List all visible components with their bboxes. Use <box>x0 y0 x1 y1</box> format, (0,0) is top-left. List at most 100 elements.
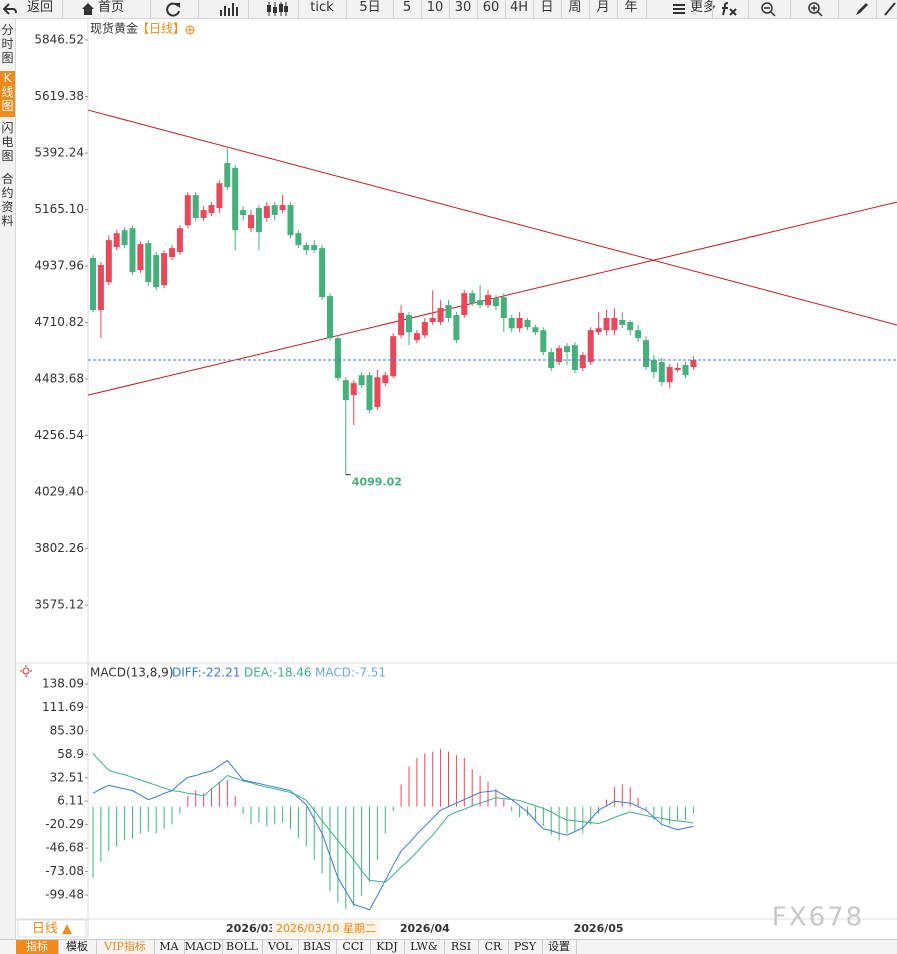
trend-line <box>87 109 897 326</box>
indicator-tab[interactable]: 模板 <box>58 940 97 954</box>
legend-entry: DEA:-18.46 <box>244 666 312 680</box>
period-button[interactable]: 月 <box>596 0 610 15</box>
indicator-tab[interactable]: VOL <box>262 940 299 954</box>
side-tab[interactable]: 闪电图 <box>1 121 14 163</box>
period-button[interactable]: tick <box>310 0 334 15</box>
separator <box>533 0 534 18</box>
candle-body <box>461 293 468 316</box>
candle-body <box>311 245 318 251</box>
separator <box>248 0 249 18</box>
indicator-tab[interactable]: RSI <box>444 940 479 954</box>
menu-icon[interactable] <box>672 2 686 16</box>
settings-icon[interactable] <box>20 665 32 677</box>
candle-icon[interactable] <box>266 1 288 17</box>
side-tab[interactable]: 合约资料 <box>1 172 14 228</box>
candle-body <box>690 360 697 368</box>
period-button[interactable]: 60 <box>482 0 500 15</box>
candle-body <box>500 297 507 318</box>
separator <box>589 0 590 18</box>
macd-line <box>92 759 694 911</box>
y-tick-label: 6.11 <box>57 794 84 808</box>
indicator-tab[interactable]: CCI <box>336 940 371 954</box>
side-tabs: 分时图 K线图闪电图合约资料 <box>0 19 16 939</box>
formula-icon[interactable] <box>720 1 740 17</box>
candle-body <box>216 183 223 209</box>
candle-body <box>524 319 531 328</box>
indicator-tab[interactable]: KDJ <box>370 940 405 954</box>
separator <box>393 0 394 18</box>
period-button[interactable]: 年 <box>624 0 638 15</box>
separator <box>561 0 562 18</box>
candle-body <box>643 340 649 368</box>
draw-icon[interactable] <box>854 1 870 17</box>
candle-body <box>105 240 112 283</box>
period-button[interactable]: 5日 <box>359 0 381 15</box>
separator <box>505 0 506 18</box>
separator <box>790 0 791 18</box>
more-button[interactable]: 更多 <box>689 0 717 15</box>
legend-entry: DIFF:-22.21 <box>172 666 240 680</box>
candle-body <box>390 336 397 377</box>
side-tab[interactable]: 分时图 <box>1 23 14 65</box>
indicator-tab[interactable]: 指标 <box>16 940 59 954</box>
y-tick-label: 5846.52 <box>34 33 84 47</box>
candle-body <box>208 205 215 214</box>
candle-body <box>200 210 207 219</box>
candle-body <box>161 253 168 286</box>
period-button[interactable]: 30 <box>454 0 472 15</box>
eraser-icon[interactable] <box>883 1 897 17</box>
period-button[interactable]: 5 <box>402 0 412 15</box>
candle-body <box>271 205 278 216</box>
candle-body <box>437 308 444 322</box>
candle-body <box>429 317 436 322</box>
indicator-tab[interactable]: BIAS <box>298 940 337 954</box>
candle-body <box>176 228 183 253</box>
indicator-tab[interactable]: VIP指标 <box>96 940 155 954</box>
indicator-tab[interactable]: 设置 <box>542 940 577 954</box>
zoom-out-icon[interactable] <box>760 1 776 17</box>
zoom-in-icon[interactable] <box>807 1 823 17</box>
refresh-icon[interactable] <box>164 1 182 17</box>
toolbar: 返回 首页 更多 tick 5日 5 10 30 60 4H 日周月年 <box>0 0 897 19</box>
y-tick-label: 5619.38 <box>34 89 84 103</box>
period-button[interactable]: 周 <box>568 0 582 15</box>
period-selector-label[interactable]: 日线 ▲ <box>32 922 72 937</box>
x-tick-label: 2026/04 <box>400 922 450 935</box>
back-button[interactable]: 返回 <box>26 0 54 15</box>
indicator-tab[interactable]: PSY <box>508 940 543 954</box>
indicator-tab[interactable]: MACD <box>184 940 223 954</box>
separator <box>198 0 199 18</box>
candle-body <box>492 298 499 307</box>
period-button[interactable]: 10 <box>426 0 444 15</box>
indicator-tab[interactable]: LW& <box>404 940 445 954</box>
home-button[interactable]: 首页 <box>97 0 125 15</box>
side-tab[interactable]: K线图 <box>0 71 15 117</box>
home-icon[interactable] <box>81 2 95 16</box>
candle-body <box>413 333 420 341</box>
candle-body <box>232 168 239 231</box>
y-tick-label: 111.69 <box>42 700 84 714</box>
separator <box>838 0 839 18</box>
candle-body <box>666 367 673 383</box>
y-tick-label: 4710.82 <box>34 315 84 329</box>
candle-body <box>587 330 594 363</box>
candle-body <box>445 305 452 318</box>
bar-chart-icon[interactable] <box>219 1 239 17</box>
indicator-tab[interactable]: MA <box>154 940 185 954</box>
separator <box>748 0 749 18</box>
candle-body <box>540 330 547 353</box>
add-icon[interactable] <box>185 25 195 35</box>
period-button[interactable]: 日 <box>540 0 554 15</box>
candle-body <box>184 195 191 226</box>
back-icon[interactable] <box>3 2 17 16</box>
indicator-tab[interactable]: CR <box>478 940 509 954</box>
indicator-tab[interactable]: BOLL <box>222 940 263 954</box>
period-selector[interactable] <box>17 919 87 938</box>
period-button[interactable]: 4H <box>509 0 529 15</box>
separator <box>346 0 347 18</box>
candle-body <box>287 205 294 236</box>
candle-body <box>532 327 539 333</box>
candle-body <box>303 245 310 251</box>
